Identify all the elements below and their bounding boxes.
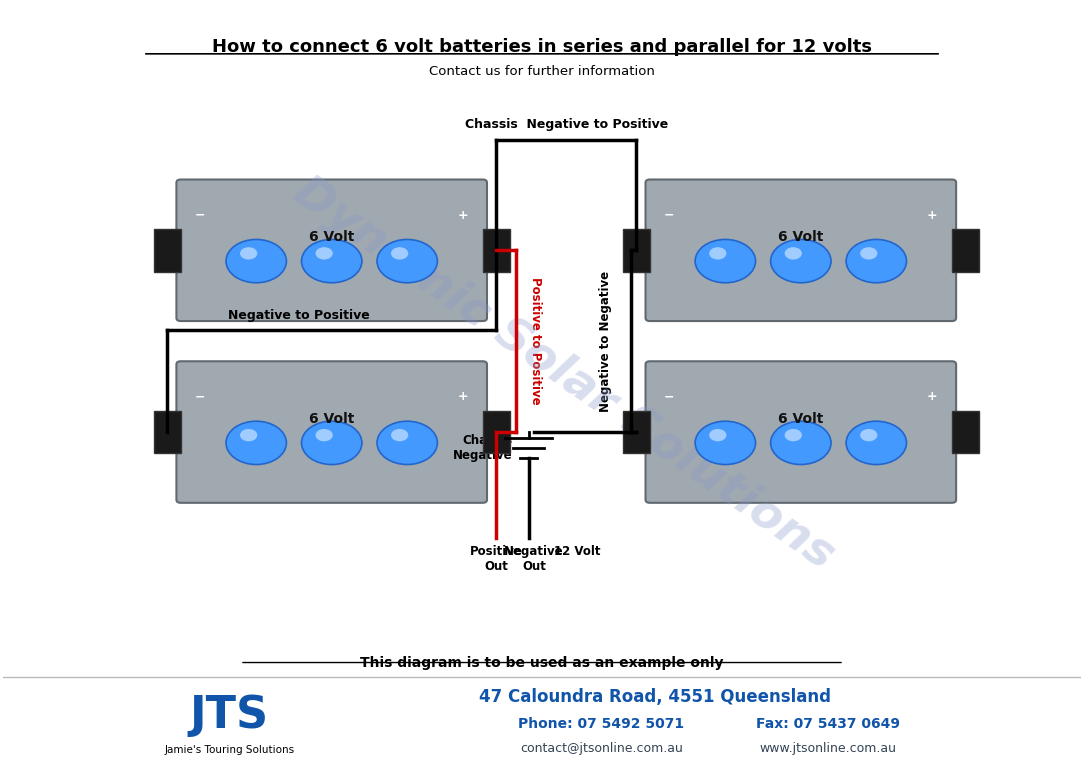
Text: Chassis  Negative to Positive: Chassis Negative to Positive: [465, 118, 668, 131]
Text: www.jtsonline.com.au: www.jtsonline.com.au: [759, 742, 896, 755]
Text: 6 Volt: 6 Volt: [778, 411, 824, 425]
Text: Negative to Positive: Negative to Positive: [229, 308, 371, 322]
Circle shape: [695, 421, 756, 464]
Text: +: +: [457, 390, 468, 404]
Text: Contact us for further information: Contact us for further information: [429, 65, 655, 78]
Text: JTS: JTS: [190, 694, 269, 738]
Circle shape: [315, 247, 333, 259]
Circle shape: [771, 239, 831, 283]
Bar: [623, 411, 649, 453]
Text: Phone: 07 5492 5071: Phone: 07 5492 5071: [518, 717, 684, 731]
Circle shape: [860, 247, 877, 259]
Text: −: −: [664, 209, 674, 221]
Text: Negative
Out: Negative Out: [504, 545, 564, 573]
Text: −: −: [195, 209, 205, 221]
Bar: [482, 411, 509, 453]
Circle shape: [695, 239, 756, 283]
Circle shape: [391, 429, 409, 442]
Text: 47 Caloundra Road, 4551 Queensland: 47 Caloundra Road, 4551 Queensland: [479, 688, 831, 706]
Circle shape: [709, 247, 726, 259]
Circle shape: [315, 429, 333, 442]
Circle shape: [227, 239, 286, 283]
Circle shape: [771, 421, 831, 464]
Circle shape: [227, 421, 286, 464]
Bar: [952, 411, 979, 453]
Text: +: +: [457, 209, 468, 221]
Text: Jamie's Touring Solutions: Jamie's Touring Solutions: [164, 745, 295, 755]
Circle shape: [847, 239, 906, 283]
Circle shape: [709, 429, 726, 442]
Text: +: +: [927, 390, 938, 404]
Bar: [623, 229, 649, 272]
FancyBboxPatch shape: [646, 361, 956, 502]
Text: Fax: 07 5437 0649: Fax: 07 5437 0649: [756, 717, 900, 731]
Text: 6 Volt: 6 Volt: [309, 230, 354, 244]
FancyBboxPatch shape: [177, 361, 487, 502]
Text: 6 Volt: 6 Volt: [778, 230, 824, 244]
FancyBboxPatch shape: [177, 179, 487, 321]
Circle shape: [240, 247, 257, 259]
Circle shape: [847, 421, 906, 464]
Circle shape: [301, 239, 362, 283]
Text: −: −: [195, 390, 205, 404]
Circle shape: [785, 247, 802, 259]
Circle shape: [391, 247, 409, 259]
Text: Dynamic Solar Solutions: Dynamic Solar Solutions: [285, 169, 842, 579]
Text: 12 Volt: 12 Volt: [554, 545, 601, 558]
Text: Chassis
Negative: Chassis Negative: [453, 435, 513, 463]
Circle shape: [377, 421, 437, 464]
Circle shape: [860, 429, 877, 442]
Text: +: +: [927, 209, 938, 221]
Text: −: −: [664, 390, 674, 404]
Circle shape: [240, 429, 257, 442]
Text: How to connect 6 volt batteries in series and parallel for 12 volts: How to connect 6 volt batteries in serie…: [212, 37, 872, 55]
Bar: [154, 229, 181, 272]
Bar: [482, 229, 509, 272]
Text: Negative to Negative: Negative to Negative: [598, 270, 611, 412]
Circle shape: [785, 429, 802, 442]
Text: Positive
Out: Positive Out: [469, 545, 522, 573]
Bar: [952, 229, 979, 272]
Text: contact@jtsonline.com.au: contact@jtsonline.com.au: [520, 742, 683, 755]
Circle shape: [301, 421, 362, 464]
FancyBboxPatch shape: [646, 179, 956, 321]
Circle shape: [377, 239, 437, 283]
Text: Positive to Positive: Positive to Positive: [529, 277, 542, 405]
Bar: [154, 411, 181, 453]
Text: This diagram is to be used as an example only: This diagram is to be used as an example…: [360, 657, 724, 671]
Text: 6 Volt: 6 Volt: [309, 411, 354, 425]
